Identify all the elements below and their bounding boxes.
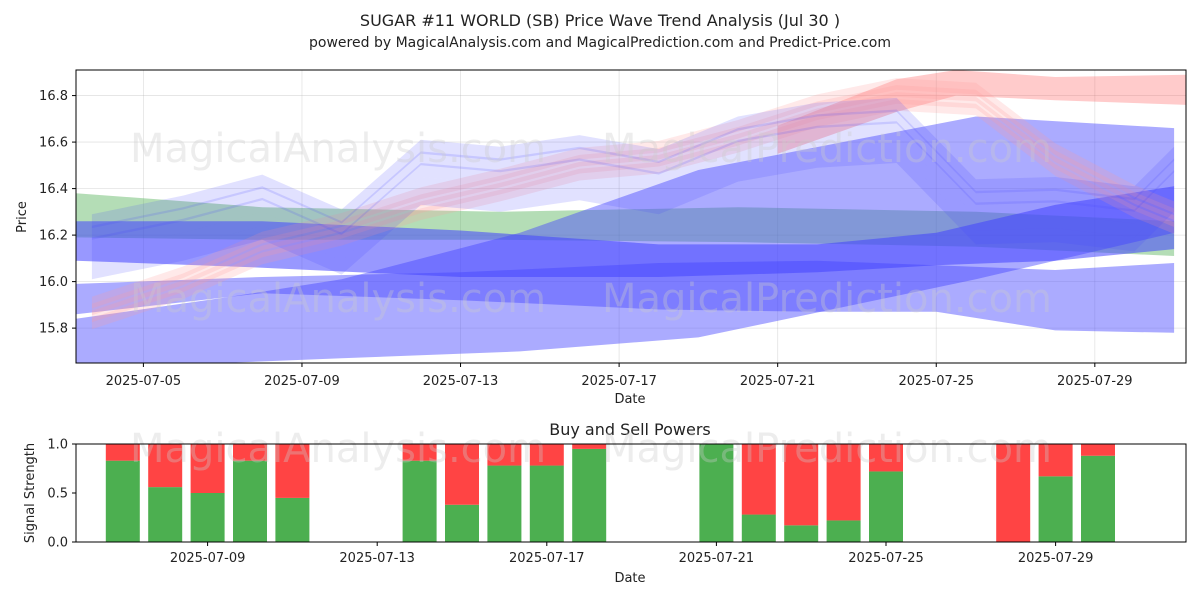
sell-bar xyxy=(275,444,310,498)
watermark-prediction: MagicalPrediction.com xyxy=(602,276,1052,322)
price-y-label: Price xyxy=(15,201,30,233)
buy-bar xyxy=(869,471,903,542)
y-tick-label: 16.0 xyxy=(39,275,68,290)
blue-lower-flat-band xyxy=(76,260,1175,333)
x-tick-label: 2025-07-21 xyxy=(679,551,755,566)
price-y-ticks: 15.8 16.0 16.2 16.4 16.6 16.8 xyxy=(39,89,76,337)
y-tick-label: 0.0 xyxy=(47,536,68,551)
buy-bar xyxy=(784,525,819,542)
signal-bars xyxy=(105,444,1115,542)
price-x-ticks: 2025-07-05 2025-07-09 2025-07-13 2025-07-17… xyxy=(106,363,1133,389)
x-tick-label: 2025-07-17 xyxy=(581,374,657,389)
sell-bar xyxy=(445,444,479,505)
sell-bar xyxy=(233,444,267,461)
sell-bar xyxy=(529,444,564,466)
signal-x-ticks: 2025-07-09 2025-07-13 2025-07-17 2025-07-21… xyxy=(170,542,1094,566)
x-tick-label: 2025-07-29 xyxy=(1018,551,1094,566)
blue-wave-ribbon xyxy=(91,109,1175,240)
signal-x-label: Date xyxy=(614,571,645,586)
watermark-prediction: MagicalPrediction.com xyxy=(602,126,1052,172)
sell-bar xyxy=(826,444,861,521)
blue-wave-ribbon xyxy=(91,121,1175,252)
buy-bar xyxy=(1081,455,1115,542)
signal-watermarks: MagicalAnalysis.com MagicalPrediction.co… xyxy=(130,426,1052,472)
blue-upper-flat-band xyxy=(76,186,1175,277)
buy-bar xyxy=(572,448,607,542)
y-tick-label: 16.4 xyxy=(39,182,68,197)
signal-y-label: Signal Strength xyxy=(23,443,38,543)
blue-wave-ribbon xyxy=(91,97,1175,229)
x-tick-label: 2025-07-13 xyxy=(339,551,415,566)
signal-chart-title: Buy and Sell Powers xyxy=(549,420,711,439)
watermark-analysis: MagicalAnalysis.com xyxy=(130,426,546,472)
x-tick-label: 2025-07-09 xyxy=(170,551,246,566)
buy-bar xyxy=(105,460,140,542)
sell-bar xyxy=(784,444,819,526)
x-tick-label: 2025-07-05 xyxy=(106,374,182,389)
buy-bar xyxy=(148,487,183,542)
y-tick-label: 0.5 xyxy=(47,487,68,502)
price-watermarks: MagicalAnalysis.com MagicalPrediction.co… xyxy=(130,126,1052,322)
sell-bar xyxy=(1081,444,1115,456)
price-plot-area xyxy=(76,70,1186,363)
x-tick-label: 2025-07-13 xyxy=(423,374,499,389)
watermark-prediction: MagicalPrediction.com xyxy=(602,426,1052,472)
buy-bar xyxy=(487,465,522,542)
y-tick-label: 16.2 xyxy=(39,229,68,244)
blue-wave-ribbon xyxy=(91,135,1175,266)
blue-wave-ribbon xyxy=(91,149,1175,280)
sell-bar xyxy=(487,444,522,466)
chart-title: SUGAR #11 WORLD (SB) Price Wave Trend An… xyxy=(360,11,840,30)
signal-chart: Buy and Sell Powers MagicalAnalysis.com … xyxy=(23,420,1187,586)
sell-bar xyxy=(741,444,776,515)
x-tick-label: 2025-07-21 xyxy=(740,374,816,389)
price-plot-frame xyxy=(75,69,1187,364)
buy-bar xyxy=(275,497,310,542)
buy-bar xyxy=(741,514,776,542)
buy-bar xyxy=(529,465,564,542)
y-tick-label: 16.6 xyxy=(39,136,68,151)
y-tick-label: 16.8 xyxy=(39,89,68,104)
sell-bar xyxy=(996,444,1031,542)
buy-bar xyxy=(826,520,861,542)
sell-bar xyxy=(148,444,183,488)
x-tick-label: 2025-07-25 xyxy=(848,551,924,566)
buy-bar xyxy=(233,460,267,542)
price-chart: MagicalAnalysis.com MagicalPrediction.co… xyxy=(15,69,1187,407)
x-tick-label: 2025-07-25 xyxy=(898,374,974,389)
red-high-band xyxy=(777,70,1186,154)
chart-subtitle: powered by MagicalAnalysis.com and Magic… xyxy=(309,35,891,51)
sell-bar xyxy=(1038,444,1073,477)
price-x-label: Date xyxy=(614,392,645,407)
buy-bar xyxy=(445,504,479,542)
y-tick-label: 1.0 xyxy=(47,438,68,453)
watermark-analysis: MagicalAnalysis.com xyxy=(130,126,546,172)
x-tick-label: 2025-07-09 xyxy=(264,374,340,389)
price-bands xyxy=(76,70,1186,363)
sell-bar xyxy=(869,444,903,472)
buy-bar xyxy=(190,493,225,542)
sell-bar xyxy=(105,444,140,461)
buy-bar xyxy=(402,460,437,542)
buy-bar xyxy=(699,444,734,542)
sell-bar xyxy=(572,444,607,449)
y-tick-label: 15.8 xyxy=(39,322,68,337)
blue-lower-wedge xyxy=(76,116,1175,363)
sell-bar xyxy=(402,444,437,461)
watermark-analysis: MagicalAnalysis.com xyxy=(130,276,546,322)
x-tick-label: 2025-07-17 xyxy=(509,551,585,566)
signal-y-ticks: 0.0 0.5 1.0 xyxy=(47,438,76,551)
x-tick-label: 2025-07-29 xyxy=(1057,374,1133,389)
buy-bar xyxy=(1038,476,1073,542)
sell-bar xyxy=(190,444,225,493)
